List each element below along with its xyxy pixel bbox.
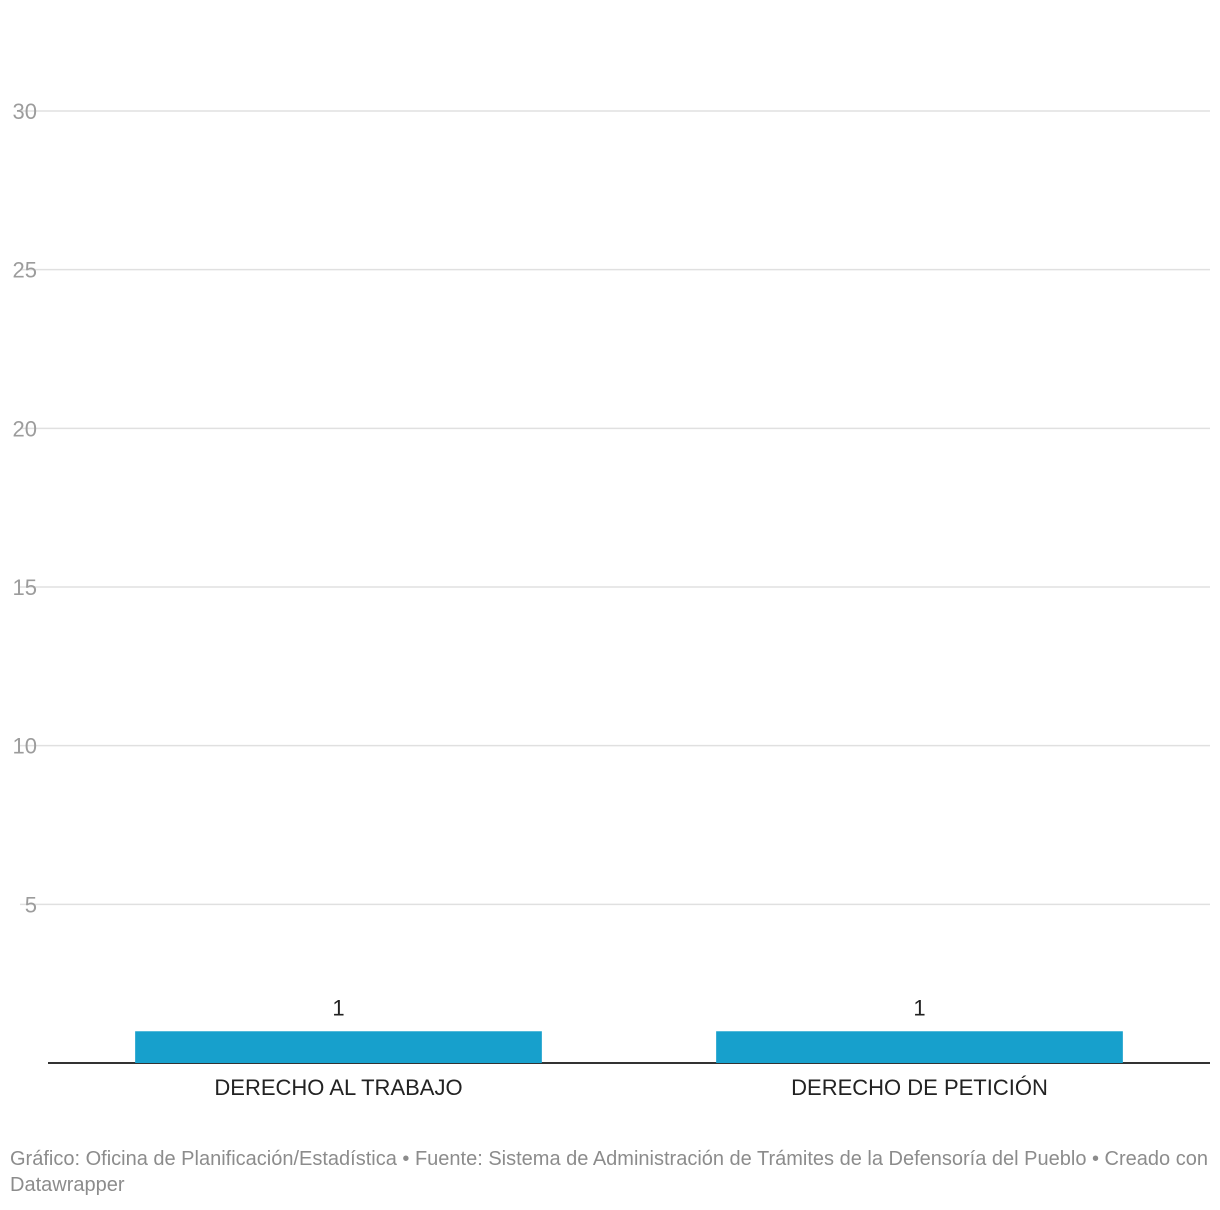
bars [135, 1031, 1123, 1063]
y-tick-label: 10 [13, 734, 37, 759]
y-tick-label: 5 [25, 892, 37, 917]
bar [135, 1031, 542, 1063]
bar [716, 1031, 1123, 1063]
y-tick-label: 30 [13, 99, 37, 124]
data-label: 1 [332, 995, 344, 1020]
gridlines [20, 110, 1210, 1064]
y-tick-label: 15 [13, 575, 37, 600]
x-tick-label: DERECHO AL TRABAJO [214, 1075, 462, 1100]
data-label: 1 [913, 995, 925, 1020]
chart-footer: Gráfico: Oficina de Planificación/Estadí… [10, 1148, 1208, 1196]
bar-chart: 5 10 15 20 25 30 1 DERECHO AL TRABAJO 1 DERECHO D… [13, 99, 1210, 1100]
y-tick-label: 25 [13, 258, 37, 283]
y-tick-label: 20 [13, 416, 37, 441]
labels: 5 10 15 20 25 30 1 DERECHO AL TRABAJO 1 DERECHO D… [13, 99, 1048, 1100]
x-tick-label: DERECHO DE PETICIÓN [791, 1075, 1048, 1100]
